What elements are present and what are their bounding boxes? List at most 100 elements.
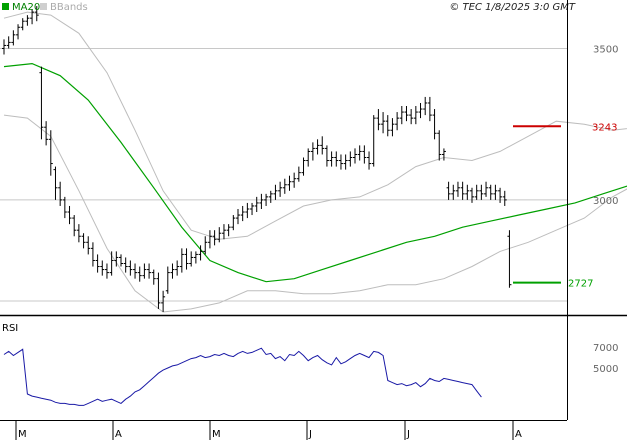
ohlc-bar bbox=[264, 193, 269, 206]
ohlc-bar bbox=[207, 230, 212, 249]
time-tick-label: J bbox=[308, 429, 312, 440]
ohlc-bar bbox=[90, 242, 95, 267]
ohlc-bar bbox=[245, 202, 250, 219]
ohlc-bar bbox=[390, 118, 395, 137]
ohlc-bar bbox=[287, 175, 292, 191]
ohlc-bar bbox=[357, 145, 362, 161]
time-tick-label: A bbox=[115, 429, 122, 440]
ohlc-bar bbox=[67, 205, 72, 225]
ohlc-bar bbox=[278, 181, 283, 197]
ohlc-bar bbox=[100, 260, 105, 276]
ohlc-bar bbox=[72, 215, 77, 237]
rsi-axis: 7000 5000 bbox=[593, 343, 618, 375]
ohlc-bar bbox=[240, 205, 245, 222]
ohlc-bar bbox=[198, 245, 203, 261]
ohlc-bar bbox=[493, 184, 498, 200]
ohlc-bar bbox=[427, 96, 432, 122]
ohlc-bar bbox=[189, 251, 194, 267]
ohlc-bar bbox=[104, 263, 109, 279]
ohlc-bar bbox=[137, 266, 142, 282]
ohlc-bar bbox=[226, 224, 231, 237]
ma20-line bbox=[3, 62, 627, 283]
ohlc-bar bbox=[273, 184, 278, 200]
ohlc-bar bbox=[221, 224, 226, 240]
ohlc-bar bbox=[413, 106, 418, 125]
ohlc-bar bbox=[16, 24, 21, 40]
ohlc-bar bbox=[371, 115, 376, 167]
ohlc-bar bbox=[502, 190, 507, 206]
ohlc-bar bbox=[385, 115, 390, 137]
ohlc-bar bbox=[142, 263, 147, 279]
ohlc-bar bbox=[179, 248, 184, 273]
ohlc-bar bbox=[474, 184, 479, 200]
ohlc-bar bbox=[353, 148, 357, 164]
ohlc-bar bbox=[423, 96, 428, 116]
ohlc-bar bbox=[30, 9, 35, 25]
ohlc-bar bbox=[465, 184, 470, 200]
ohlc-bar bbox=[306, 148, 311, 167]
ohlc-bar bbox=[409, 109, 414, 125]
ohlc-bar bbox=[470, 187, 474, 203]
ohlc-bar bbox=[250, 202, 255, 216]
ohlc-bar bbox=[123, 257, 128, 273]
ma20-layer bbox=[3, 62, 627, 283]
ohlc-bar bbox=[296, 166, 301, 182]
legend-bbands: BBands bbox=[50, 2, 88, 13]
ohlc-bar bbox=[460, 181, 465, 200]
price-tick-label: 3500 bbox=[593, 44, 618, 55]
price-tick-label: 3000 bbox=[593, 196, 618, 207]
rsi-title: RSI bbox=[2, 323, 18, 334]
rsi-tick-label: 7000 bbox=[593, 343, 618, 354]
ohlc-bar bbox=[301, 157, 306, 176]
ohlc-bar bbox=[20, 18, 25, 31]
time-tick-label: M bbox=[212, 429, 221, 440]
bb-upper-line bbox=[3, 11, 627, 240]
ohlc-bar bbox=[34, 6, 39, 22]
ma20-swatch bbox=[2, 3, 9, 10]
ohlc-bar bbox=[217, 227, 222, 243]
legend: MA20 BBands bbox=[2, 2, 88, 13]
ohlc-bar bbox=[95, 254, 100, 273]
time-tick-label: J bbox=[406, 429, 410, 440]
ohlc-bar bbox=[2, 39, 6, 55]
ohlc-bar bbox=[343, 154, 348, 170]
ohlc-bar bbox=[62, 196, 67, 219]
ohlc-bar bbox=[404, 106, 409, 122]
ohlc-bar bbox=[133, 263, 138, 279]
ohlc-bar bbox=[184, 248, 189, 270]
ohlc-bar bbox=[395, 112, 400, 131]
ohlc-bar bbox=[165, 266, 170, 294]
ohlc-bars bbox=[2, 6, 512, 312]
ohlc-bar bbox=[268, 190, 273, 203]
rsi-line-layer bbox=[3, 347, 482, 406]
resistance-label: 3243 bbox=[592, 122, 617, 133]
ohlc-bar bbox=[437, 130, 442, 161]
ohlc-bar bbox=[76, 224, 81, 243]
ohlc-bar bbox=[338, 154, 343, 170]
support-label: 2727 bbox=[568, 279, 593, 290]
ohlc-bar bbox=[203, 236, 208, 255]
ohlc-bar bbox=[119, 254, 123, 267]
ohlc-bar bbox=[479, 184, 484, 200]
ohlc-bar bbox=[193, 251, 198, 264]
ohlc-bar bbox=[39, 66, 44, 140]
ohlc-bar bbox=[58, 181, 63, 206]
time-tick-label: A bbox=[515, 429, 522, 440]
ohlc-bar bbox=[175, 260, 180, 276]
ohlc-bar bbox=[292, 172, 297, 188]
ohlc-bar bbox=[320, 136, 325, 155]
ohlc-bar bbox=[44, 121, 49, 146]
ohlc-bar bbox=[151, 269, 156, 285]
ohlc-bar bbox=[128, 260, 133, 276]
ohlc-bar bbox=[376, 109, 381, 131]
ohlc-bar bbox=[254, 196, 259, 213]
ohlc-bar bbox=[348, 151, 353, 167]
ohlc-bar bbox=[418, 102, 423, 119]
ohlc-bar bbox=[11, 30, 16, 46]
ohlc-bar bbox=[109, 251, 114, 276]
bbands-swatch bbox=[40, 3, 47, 10]
ohlc-bar bbox=[498, 187, 503, 203]
ohlc-bar bbox=[310, 142, 315, 161]
